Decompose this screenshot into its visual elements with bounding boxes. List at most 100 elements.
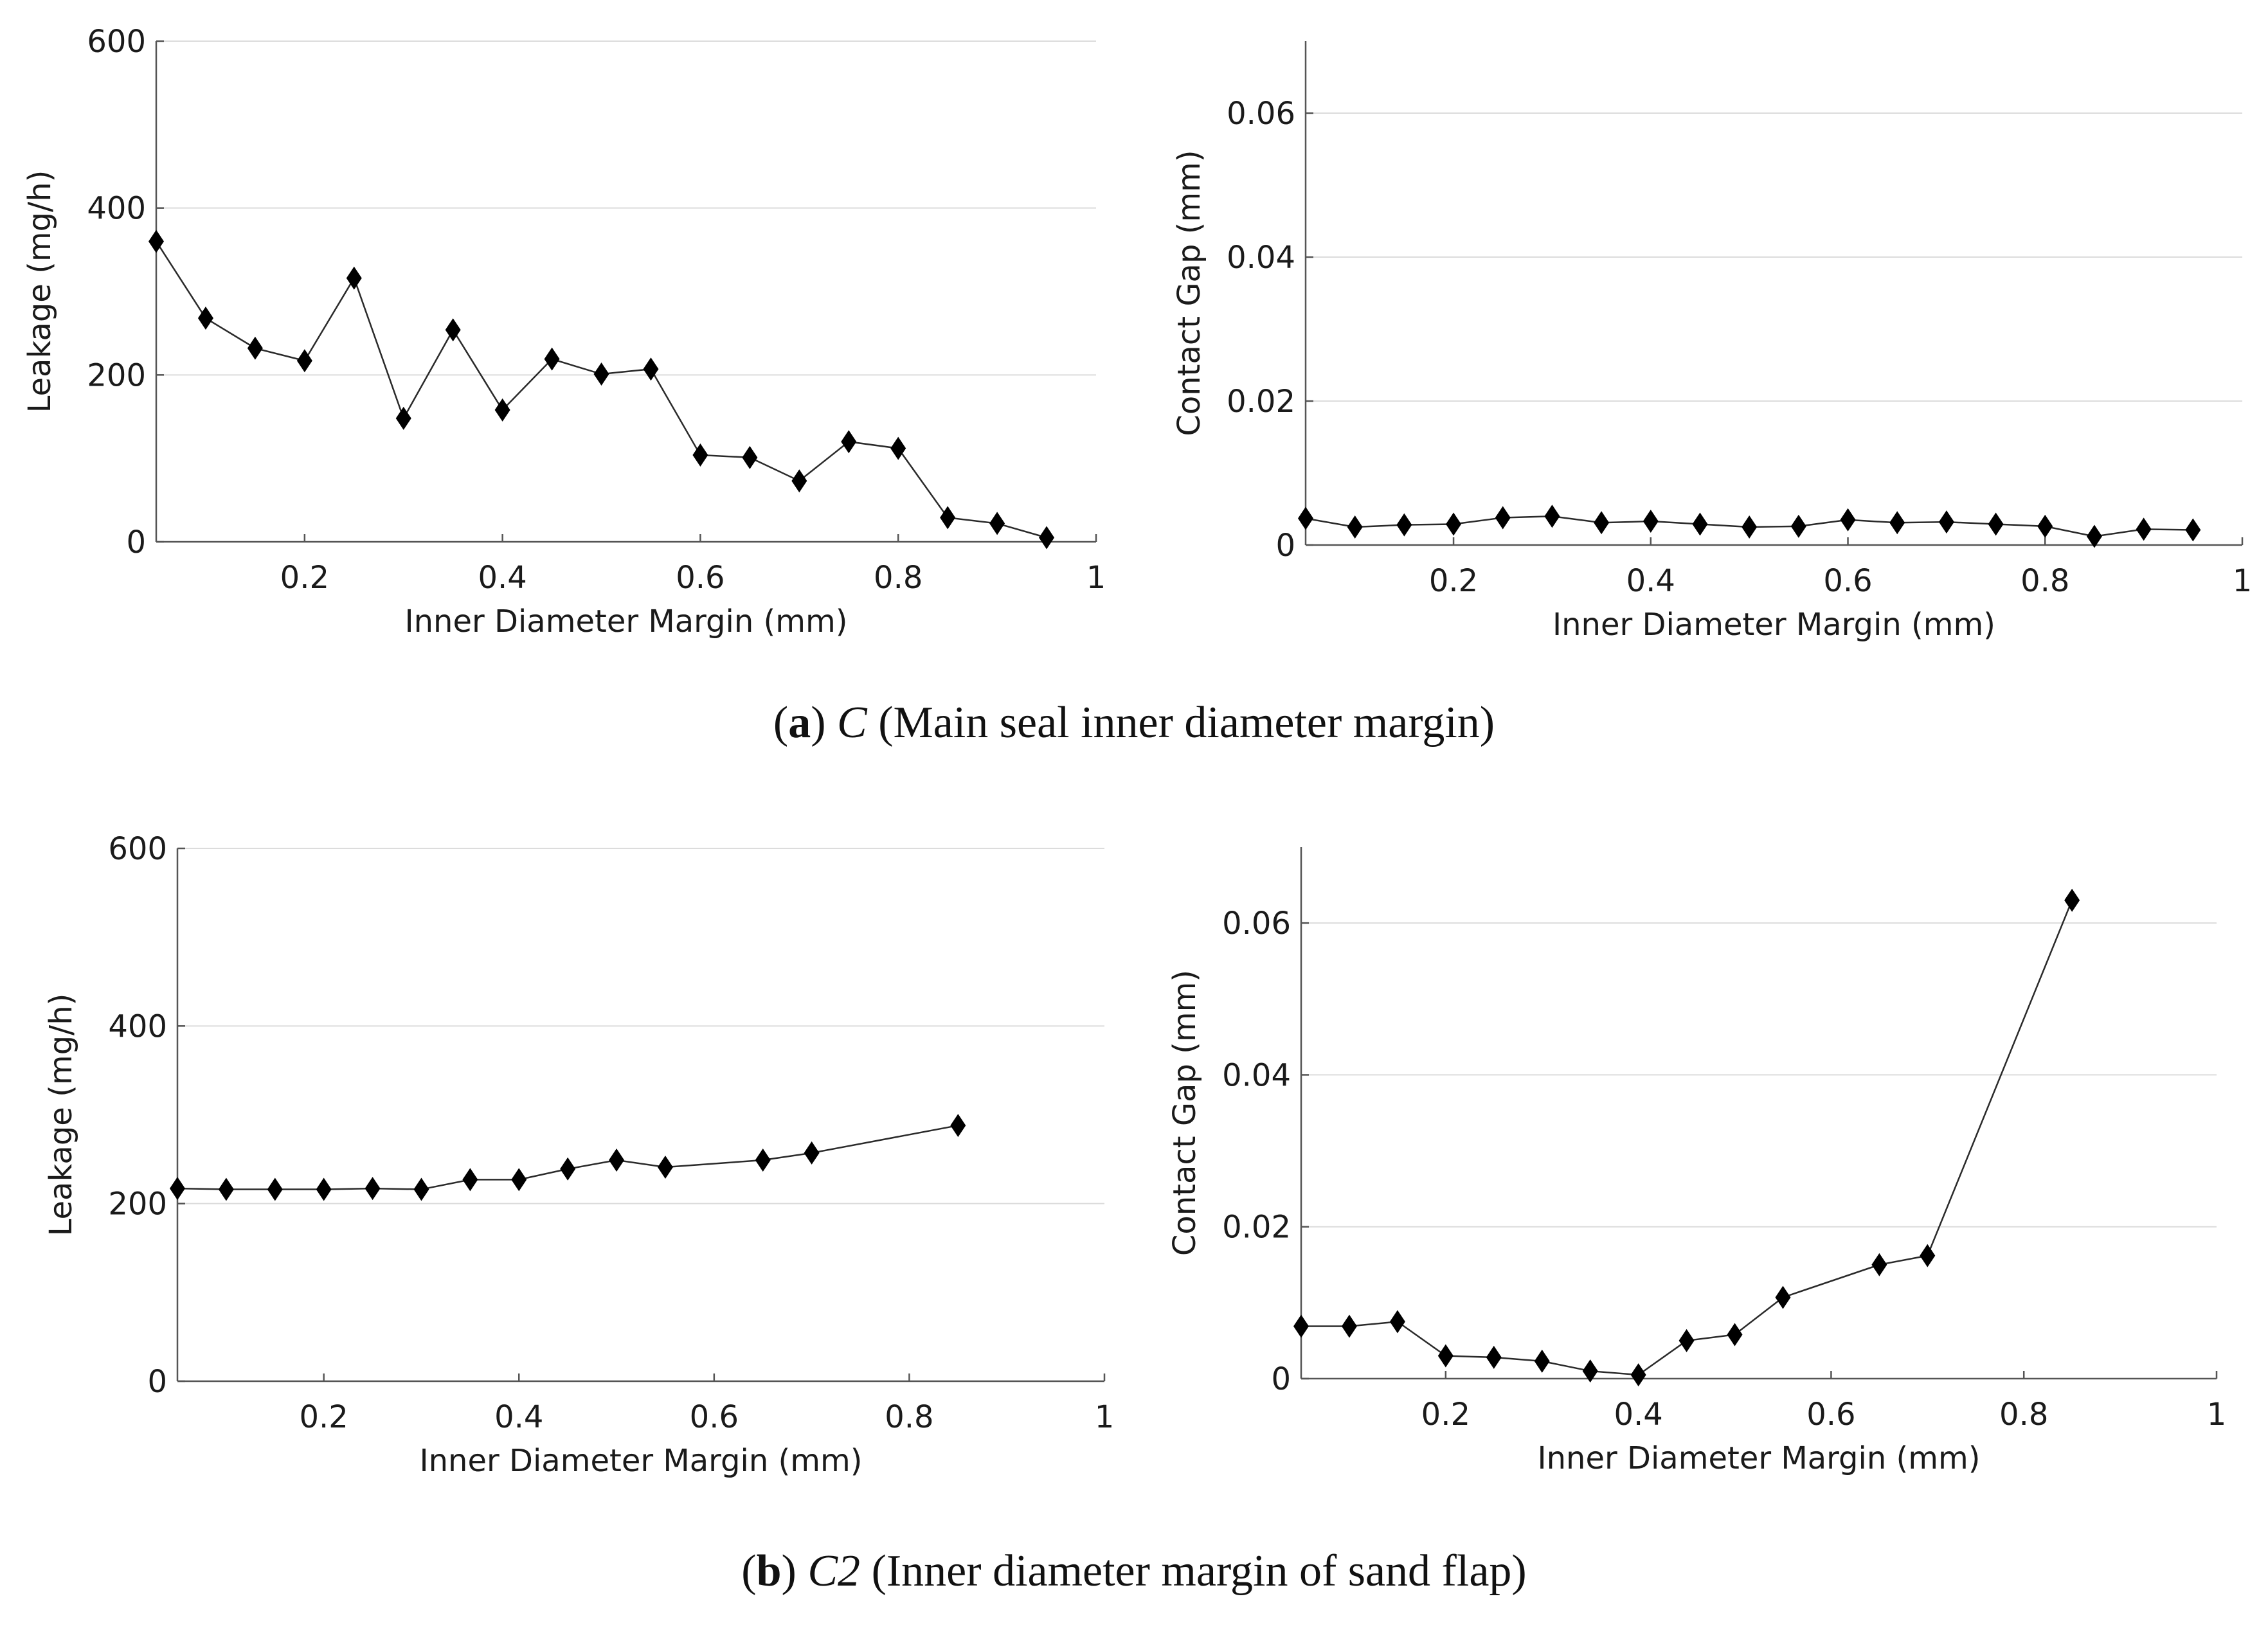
data-point — [148, 229, 164, 253]
data-point — [267, 1177, 283, 1201]
chart-a-contact-gap: 0 0.02 0.04 0.06 0.2 0.4 0.6 0.8 1 Inner Diameter… — [1171, 41, 2252, 643]
data-point — [692, 443, 708, 467]
data-point — [1840, 508, 1856, 532]
data-point — [1341, 1314, 1357, 1338]
data-point — [2185, 518, 2201, 542]
series-line — [155, 240, 1047, 539]
data-point — [657, 1156, 673, 1179]
x-tick-label: 0.6 — [1823, 563, 1872, 599]
x-tick-label: 0.8 — [885, 1399, 933, 1435]
y-tick-label: 0.06 — [1222, 906, 1291, 942]
data-point — [218, 1177, 234, 1201]
y-tick-label: 0 — [147, 1364, 167, 1400]
data-point — [316, 1177, 332, 1201]
x-tick-label: 1 — [1086, 560, 1106, 596]
x-tick-label: 0.6 — [690, 1399, 739, 1435]
x-tick-label: 0.2 — [300, 1399, 348, 1435]
data-point — [1495, 506, 1511, 530]
data-point — [364, 1177, 381, 1201]
y-tick-label: 0 — [1275, 528, 1295, 564]
x-tick-label: 0.6 — [1806, 1397, 1855, 1433]
data-point — [890, 436, 906, 460]
y-tick-label: 600 — [108, 831, 167, 867]
data-point — [462, 1168, 478, 1192]
data-point — [1938, 510, 1954, 534]
y-axis-title: Leakage (mg/h) — [22, 170, 58, 413]
data-point — [643, 357, 659, 381]
data-point — [1594, 511, 1610, 535]
data-point — [804, 1141, 820, 1165]
data-point — [1775, 1285, 1791, 1309]
data-point — [1486, 1345, 1502, 1369]
x-tick-label: 0.8 — [874, 560, 923, 596]
chart-b-contact-gap: 0 0.02 0.04 0.06 0.2 0.4 0.6 0.8 1 Inner Diameter… — [1167, 847, 2226, 1476]
caption-a-symbol: C — [837, 698, 867, 747]
caption-b: (b) C2 (Inner diameter margin of sand fl… — [0, 1546, 2268, 1597]
data-point — [1790, 514, 1806, 538]
caption-a-text: (Main seal inner diameter margin) — [878, 698, 1495, 747]
data-point — [413, 1177, 429, 1201]
y-tick-label: 0.04 — [1222, 1057, 1291, 1093]
x-tick-label: 0.2 — [1429, 563, 1478, 599]
data-point — [296, 349, 312, 373]
x-tick-label: 0.2 — [280, 560, 329, 596]
data-point — [1437, 1344, 1454, 1368]
data-point — [2037, 514, 2053, 538]
data-point — [1988, 512, 2004, 536]
data-point — [1692, 512, 1708, 536]
x-tick-label: 0.8 — [1999, 1397, 2048, 1433]
data-point — [1889, 511, 1905, 535]
data-point — [1679, 1328, 1695, 1352]
x-tick-label: 0.4 — [494, 1399, 543, 1435]
caption-a: (a) C (Main seal inner diameter margin) — [0, 697, 2268, 749]
data-point — [1630, 1363, 1646, 1387]
chart-a-leakage: 0 200 400 600 0.2 0.4 0.6 0.8 1 Inner Diameter Ma… — [22, 24, 1106, 640]
data-point — [346, 266, 362, 290]
caption-b-symbol: C2 — [807, 1546, 861, 1596]
y-tick-label: 0.06 — [1227, 96, 1295, 132]
data-point — [544, 347, 560, 371]
x-tick-label: 1 — [1095, 1399, 1115, 1435]
x-tick-label: 0.4 — [478, 560, 526, 596]
y-tick-label: 0 — [1271, 1361, 1291, 1397]
data-point — [841, 430, 857, 454]
data-point — [1347, 515, 1363, 539]
series-line — [177, 1124, 959, 1190]
data-point — [950, 1114, 966, 1138]
data-point — [2086, 524, 2102, 548]
series-line — [1301, 900, 2073, 1376]
data-point — [1871, 1253, 1887, 1276]
data-point — [1920, 1244, 1936, 1267]
y-tick-label: 200 — [108, 1186, 167, 1222]
chart-b-leakage: 0 200 400 600 0.2 0.4 0.6 0.8 1 Inner Diameter Ma… — [43, 831, 1114, 1479]
data-point — [1727, 1323, 1743, 1346]
x-tick-label: 0.8 — [2021, 563, 2069, 599]
data-point — [170, 1177, 185, 1201]
data-point — [1293, 1314, 1309, 1338]
caption-b-close: ) — [781, 1546, 797, 1596]
x-tick-label: 0.4 — [1626, 563, 1675, 599]
data-point — [247, 336, 263, 360]
data-point — [197, 307, 213, 330]
y-axis-title: Contact Gap (mm) — [1167, 970, 1203, 1256]
data-point — [1396, 513, 1412, 537]
caption-b-text: (Inner diameter margin of sand flap) — [871, 1546, 1527, 1596]
data-point — [1039, 526, 1055, 550]
data-point — [1742, 515, 1758, 539]
x-tick-label: 0.2 — [1421, 1397, 1470, 1433]
y-tick-label: 200 — [87, 357, 146, 393]
data-point — [593, 362, 609, 386]
x-tick-label: 0.4 — [1614, 1397, 1662, 1433]
caption-a-close: ) — [811, 698, 826, 747]
x-tick-label: 1 — [2233, 563, 2253, 599]
caption-a-open: ( — [773, 698, 789, 747]
y-tick-label: 0.02 — [1227, 384, 1295, 420]
caption-b-open: ( — [741, 1546, 757, 1596]
data-point — [445, 318, 461, 342]
caption-b-label: b — [756, 1546, 782, 1596]
x-axis-title: Inner Diameter Margin (mm) — [1553, 607, 1995, 643]
y-tick-label: 600 — [87, 24, 146, 60]
data-point — [395, 406, 411, 430]
data-point — [511, 1168, 527, 1192]
data-point — [742, 445, 758, 469]
